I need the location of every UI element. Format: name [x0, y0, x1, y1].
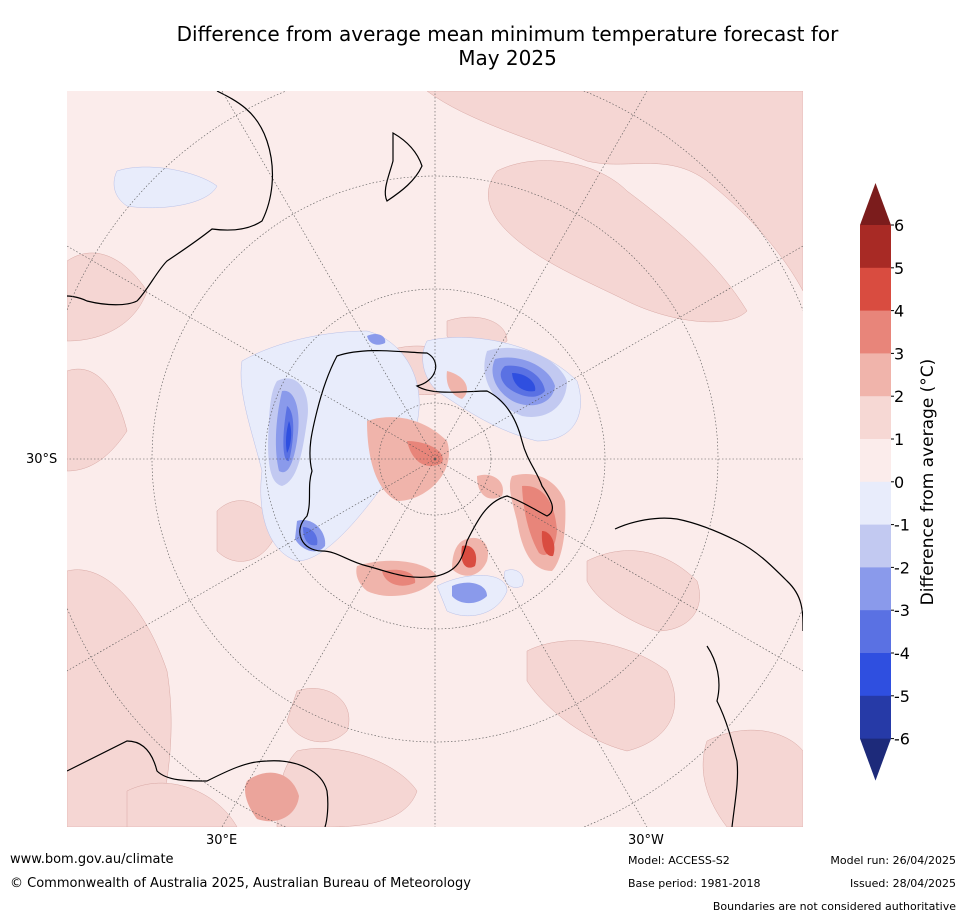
colorbar-tick-label: -6: [894, 730, 910, 749]
colorbar-tick-label: 6: [894, 216, 904, 235]
colorbar-tick-label: -5: [894, 687, 910, 706]
colorbar-segment: [860, 310, 891, 354]
colorbar-tick-label: -3: [894, 601, 910, 620]
colorbar-extend-max: [860, 183, 891, 225]
colorbar-tick-label: 0: [894, 473, 904, 492]
lat-label-30s: 30°S: [26, 452, 58, 467]
colorbar-title: Difference from average (°C): [918, 358, 938, 606]
footer-url[interactable]: www.bom.gov.au/climate: [10, 852, 174, 867]
map-title: Difference from average mean minimum tem…: [60, 22, 955, 70]
new-zealand-coast: [384, 131, 423, 202]
colorbar-tick-label: -2: [894, 558, 910, 577]
colorbar-segment: [860, 481, 891, 526]
anomaly-2-to-4-regions: [245, 371, 566, 822]
colorbar-tick-label: 3: [894, 344, 904, 363]
colorbar-segment: [860, 524, 891, 568]
colorbar: 6 5 4 3 2 1 0 -1 -2 -3 -4 -5 -6: [860, 183, 910, 781]
map-title-line1: Difference from average mean minimum tem…: [176, 22, 839, 46]
footer-model: Model: ACCESS-S2: [628, 854, 730, 867]
colorbar-segment: [860, 225, 891, 269]
colorbar-tick-label: 2: [894, 387, 904, 406]
footer-disclaimer: Boundaries are not considered authoritat…: [712, 900, 956, 913]
footer-issued: Issued: 28/04/2025: [849, 877, 956, 890]
colorbar-segment: [860, 267, 891, 312]
africa-coast: [67, 740, 329, 827]
colorbar-segment: [860, 353, 891, 397]
colorbar-segment: [860, 653, 891, 697]
colorbar-tick-label: -1: [894, 516, 910, 535]
colorbar-segment: [860, 695, 891, 740]
colorbar-segment: [860, 610, 891, 654]
coastlines: [67, 91, 803, 827]
colorbar-tick-label: 5: [894, 259, 904, 278]
south-america-coast: [614, 517, 803, 827]
lon-label-30e: 30°E: [206, 833, 238, 848]
footer-model-run: Model run: 26/04/2025: [830, 854, 956, 867]
colorbar-segment: [860, 396, 891, 440]
footer-base-period: Base period: 1981-2018: [628, 877, 761, 890]
colorbar-tick-label: -4: [894, 644, 910, 663]
footer-copyright: © Commonwealth of Australia 2025, Austra…: [10, 876, 471, 891]
forecast-map: [67, 91, 803, 827]
colorbar-tick-label: 4: [894, 302, 904, 321]
antarctica-coast: [299, 350, 554, 578]
australia-coast: [67, 91, 274, 306]
colorbar-tick-label: 1: [894, 430, 904, 449]
graticule: [67, 91, 803, 827]
map-title-line2: May 2025: [458, 46, 557, 70]
colorbar-segment: [860, 567, 891, 611]
anomaly-1-to-2-regions: [67, 91, 803, 827]
lon-label-30w: 30°W: [628, 833, 664, 848]
colorbar-segment: [860, 439, 891, 483]
anomaly-minus1-to-minus6-regions: [268, 333, 567, 604]
colorbar-extend-min: [860, 738, 891, 781]
